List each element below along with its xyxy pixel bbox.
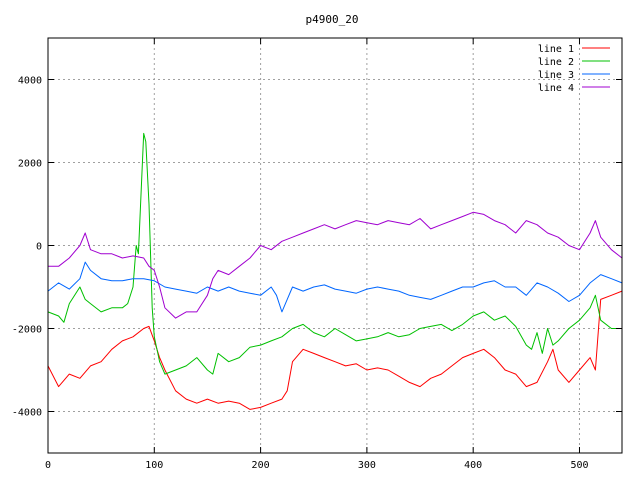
legend-label-3: line 3 [538, 70, 574, 81]
legend-label-2: line 2 [538, 57, 574, 68]
x-tick-label: 0 [45, 460, 51, 471]
x-tick-label: 400 [464, 460, 482, 471]
grid-lines [48, 38, 622, 453]
legend-label-4: line 4 [538, 83, 574, 94]
y-tick-label: -4000 [12, 408, 42, 419]
series-line-3 [47, 261, 623, 313]
y-tick-label: 2000 [18, 159, 42, 170]
y-tick-label: -2000 [12, 325, 42, 336]
series-group [47, 132, 623, 410]
x-tick-label: 200 [252, 460, 270, 471]
legend: line 1 line 2 line 3 line 4 [538, 44, 610, 94]
axis-ticks: 0 100 200 300 400 500 -4000 -2000 0 2000 4000 [12, 38, 622, 471]
x-tick-label: 300 [358, 460, 376, 471]
y-tick-label: 0 [36, 242, 42, 253]
y-tick-label: 4000 [18, 76, 42, 87]
x-tick-label: 100 [145, 460, 163, 471]
x-tick-label: 500 [570, 460, 588, 471]
series-line-1 [47, 290, 623, 410]
legend-label-1: line 1 [538, 44, 574, 55]
series-line-4 [48, 211, 623, 319]
chart-title: p4900_20 [306, 13, 359, 26]
series-line-2 [47, 132, 622, 375]
